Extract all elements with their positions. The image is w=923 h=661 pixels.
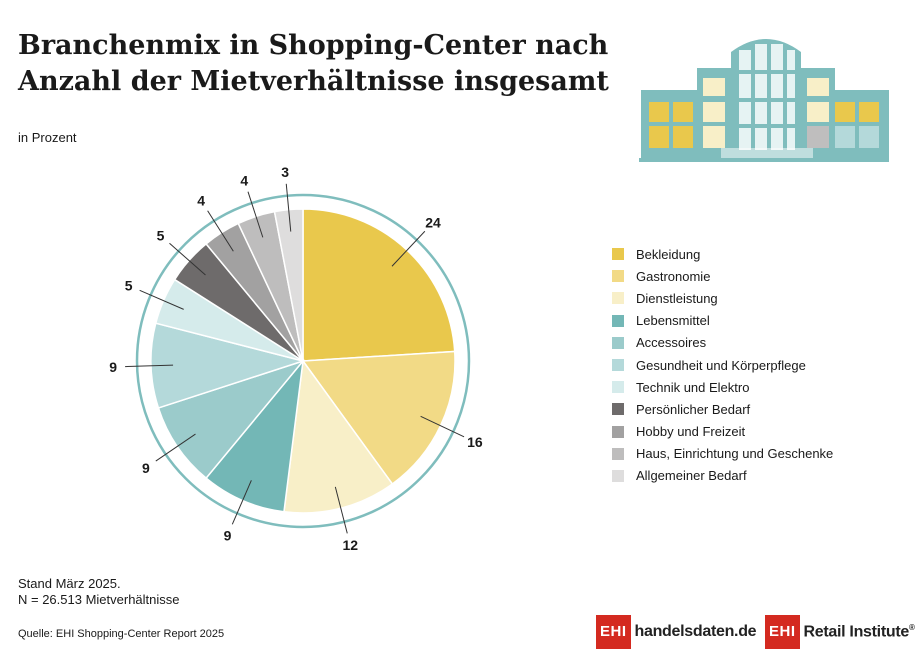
data-label-haus-einrichtung-und-geschenke: 4 [240,172,248,188]
data-label-dienstleistung: 12 [342,537,358,553]
ehi-retail-institute-logo[interactable]: EHI Retail Institute® [765,614,915,650]
legend-label: Persönlicher Bedarf [636,402,750,417]
legend-swatch [612,359,624,371]
data-label-gesundheit-und-koerperpflege: 9 [109,359,117,375]
legend-label: Dienstleistung [636,291,718,306]
legend-item-gesundheit-und-koerperpflege: Gesundheit und Körperpflege [612,354,833,376]
legend-swatch [612,426,624,438]
legend-swatch [612,248,624,260]
handelsdaten-text: handelsdaten.de [635,623,757,641]
data-label-technik-und-elektro: 5 [125,278,133,294]
legend-item-lebensmittel: Lebensmittel [612,310,833,332]
ehi-mark: EHI [596,615,631,649]
legend-label: Hobby und Freizeit [636,424,745,439]
data-label-accessoires: 9 [142,460,150,476]
handelsdaten-logo[interactable]: EHI handelsdaten.de [596,614,756,650]
legend-swatch [612,292,624,304]
legend-label: Technik und Elektro [636,380,749,395]
footnote: Stand März 2025. N = 26.513 Mietverhältn… [18,576,180,608]
legend-item-persoenlicher-bedarf: Persönlicher Bedarf [612,398,833,420]
legend-label: Gesundheit und Körperpflege [636,358,806,373]
legend-swatch [612,470,624,482]
legend-item-technik-und-elektro: Technik und Elektro [612,376,833,398]
legend-swatch [612,270,624,282]
source-note: Quelle: EHI Shopping-Center Report 2025 [18,628,224,640]
data-label-hobby-und-freizeit: 4 [197,193,205,209]
retail-institute-text: Retail Institute® [804,623,915,641]
legend-label: Accessoires [636,335,706,350]
data-label-persoenlicher-bedarf: 5 [157,227,165,243]
legend-item-haus-einrichtung-und-geschenke: Haus, Einrichtung und Geschenke [612,443,833,465]
pie-slice-bekleidung [303,209,455,361]
chart-legend: Bekleidung Gastronomie Dienstleistung Leben… [612,243,833,487]
legend-swatch [612,448,624,460]
data-label-lebensmittel: 9 [224,527,232,543]
data-label-bekleidung: 24 [425,214,441,230]
legend-label: Gastronomie [636,269,710,284]
legend-label: Allgemeiner Bedarf [636,468,747,483]
legend-label: Lebensmittel [636,313,710,328]
legend-item-gastronomie: Gastronomie [612,265,833,287]
legend-swatch [612,381,624,393]
legend-item-dienstleistung: Dienstleistung [612,287,833,309]
legend-label: Haus, Einrichtung und Geschenke [636,446,833,461]
legend-swatch [612,337,624,349]
legend-item-hobby-und-freizeit: Hobby und Freizeit [612,421,833,443]
data-label-allgemeiner-bedarf: 3 [281,164,289,180]
legend-item-allgemeiner-bedarf: Allgemeiner Bedarf [612,465,833,487]
data-label-gastronomie: 16 [467,434,483,450]
legend-swatch [612,315,624,327]
legend-item-accessoires: Accessoires [612,332,833,354]
legend-item-bekleidung: Bekleidung [612,243,833,265]
legend-swatch [612,403,624,415]
footnote-sample: N = 26.513 Mietverhältnisse [18,592,180,608]
legend-label: Bekleidung [636,247,700,262]
ehi-mark-2: EHI [765,615,800,649]
footnote-stand: Stand März 2025. [18,576,180,592]
